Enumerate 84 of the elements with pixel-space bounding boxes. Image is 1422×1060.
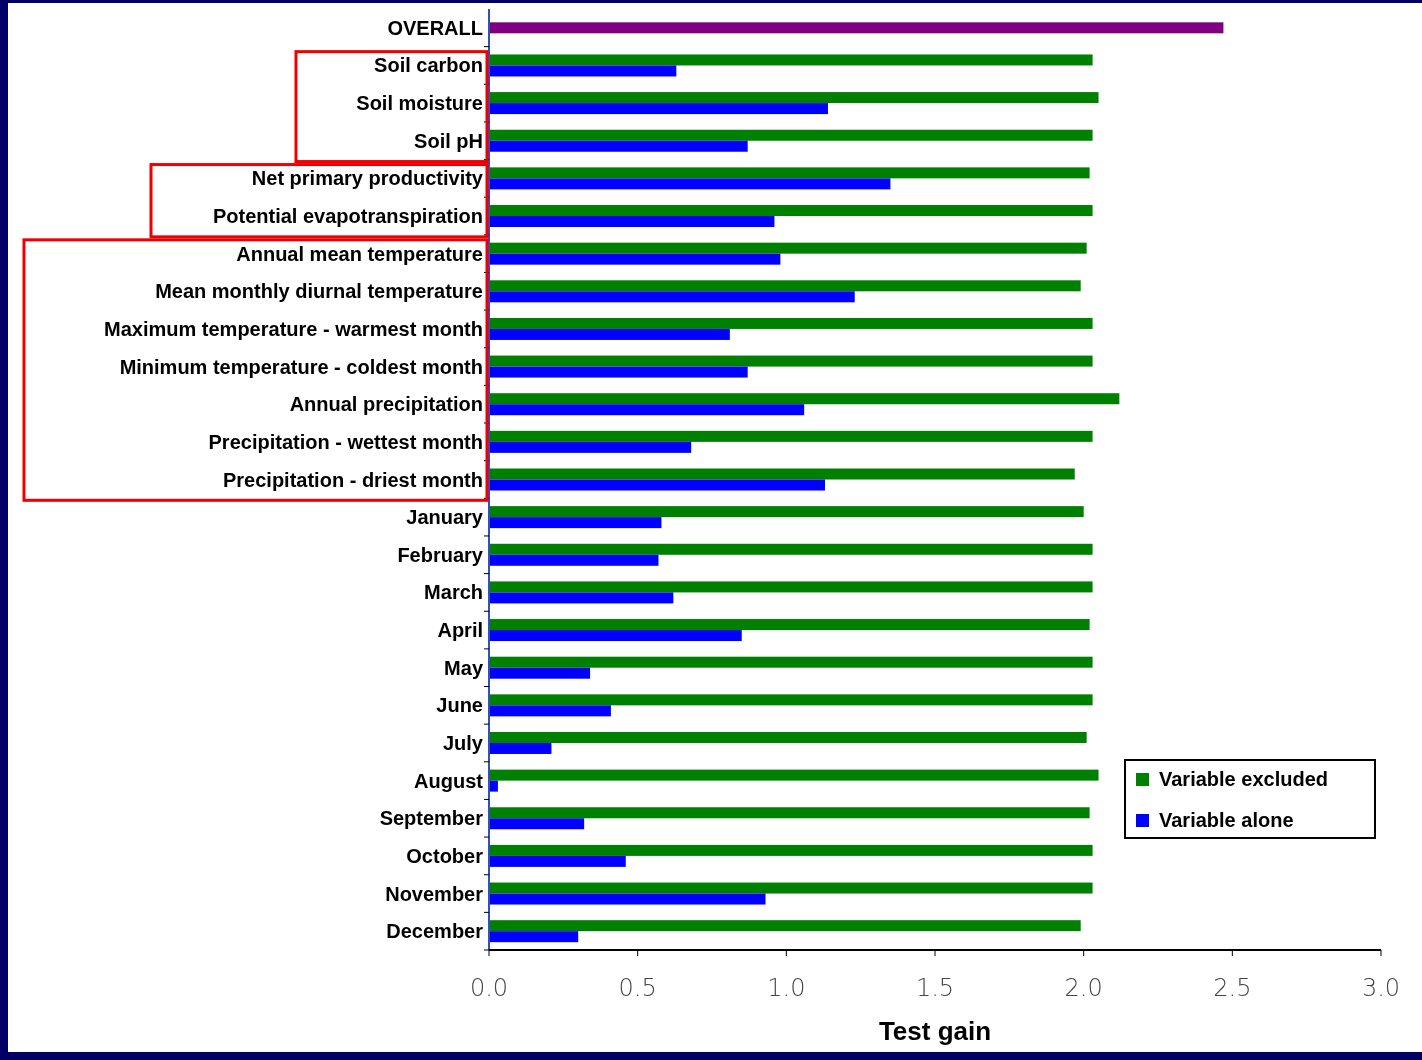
y-tick-label: Net primary productivity (251, 167, 484, 190)
bar (489, 140, 748, 152)
x-tick-label: 3.0 (1361, 974, 1401, 1002)
bar (489, 619, 1090, 631)
bar (489, 780, 498, 792)
y-tick-label: October (406, 844, 484, 867)
bar (489, 893, 766, 905)
y-tick-label: Potential evapotranspiration (212, 205, 483, 228)
bar (489, 205, 1093, 217)
y-tick-label: Mean monthly diurnal temperature (155, 280, 483, 303)
y-tick-label: December (386, 920, 484, 943)
bar (489, 931, 579, 943)
bar (489, 920, 1081, 932)
y-tick-label: Soil pH (414, 129, 483, 152)
bar (489, 769, 1099, 781)
bar (489, 592, 674, 604)
bar (489, 479, 825, 491)
bar (489, 694, 1093, 706)
y-tick-label: September (379, 807, 484, 830)
bar (489, 54, 1093, 66)
bar (489, 280, 1081, 292)
bar (489, 742, 552, 754)
bar (489, 543, 1093, 555)
y-tick-label: May (444, 656, 484, 679)
x-tick-label: 2.5 (1213, 974, 1252, 1002)
bar (489, 581, 1093, 593)
bar (489, 178, 891, 190)
bar (489, 22, 1224, 34)
legend-label: Variable alone (1159, 809, 1294, 831)
y-tick-label: Maximum temperature - warmest month (104, 317, 483, 340)
bar (489, 506, 1084, 518)
x-axis-title: Test gain (878, 1016, 992, 1046)
legend-label: Variable excluded (1159, 768, 1328, 790)
bar (489, 129, 1093, 141)
y-tick-label: February (397, 543, 484, 566)
y-tick-label: November (385, 882, 484, 905)
bar (489, 328, 730, 340)
bar (489, 216, 775, 228)
y-tick-label: Precipitation - wettest month (208, 430, 483, 453)
bar (489, 855, 626, 867)
bar (489, 366, 748, 378)
x-tick-label: 1.0 (767, 974, 806, 1002)
bar (489, 554, 659, 566)
bar (489, 404, 805, 416)
y-tick-label: August (414, 769, 484, 792)
x-tick-label: 1.5 (915, 974, 955, 1002)
bar (489, 807, 1090, 819)
x-tick-label: 2.0 (1064, 974, 1103, 1002)
bar (489, 242, 1087, 254)
bar (489, 882, 1093, 894)
bar (489, 291, 855, 303)
bar (489, 667, 591, 679)
bar (489, 441, 692, 453)
bar (489, 253, 781, 265)
y-tick-label: July (442, 731, 484, 754)
y-tick-label: Soil carbon (374, 54, 483, 77)
y-tick-label: Annual mean temperature (236, 242, 483, 265)
bar (489, 393, 1120, 405)
bar (489, 430, 1093, 442)
y-tick-label: Precipitation - driest month (222, 468, 483, 491)
bar (489, 731, 1087, 743)
bar (489, 317, 1093, 329)
bar (489, 517, 662, 529)
bar (489, 103, 828, 115)
x-tick-label: 0.0 (469, 974, 509, 1002)
y-tick-label: Minimum temperature - coldest month (119, 355, 483, 378)
bar (489, 355, 1093, 367)
bar (489, 705, 611, 717)
x-tick-label: 0.5 (618, 974, 657, 1002)
y-tick-label: March (424, 581, 483, 604)
bar (489, 630, 742, 642)
bar (489, 818, 585, 830)
bar (489, 468, 1075, 480)
bar (489, 844, 1093, 856)
bar (489, 167, 1090, 179)
y-tick-label: OVERALL (387, 16, 483, 39)
y-tick-label: June (436, 694, 483, 717)
y-tick-label: Soil moisture (356, 92, 483, 115)
bar (489, 656, 1093, 668)
y-tick-label: Annual precipitation (289, 393, 483, 416)
bar (489, 65, 677, 77)
y-tick-label: January (406, 506, 484, 529)
bar (489, 92, 1099, 104)
y-tick-label: April (437, 619, 483, 642)
